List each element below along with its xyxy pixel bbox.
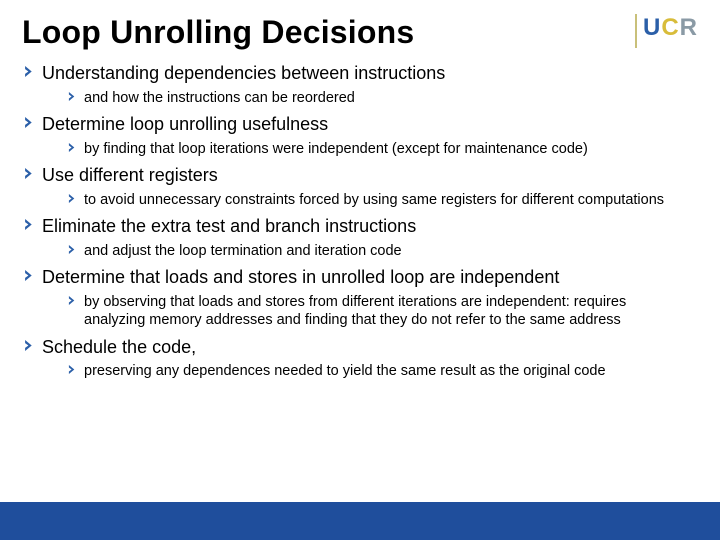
list-item: Determine loop unrolling usefulness (24, 113, 696, 136)
list-item-text: Understanding dependencies between instr… (42, 62, 445, 85)
list-item-text: Determine that loads and stores in unrol… (42, 266, 559, 289)
list-item-text: Schedule the code, (42, 336, 196, 359)
chevron-icon (24, 168, 42, 179)
chevron-icon (24, 66, 42, 77)
list-item-text: Use different registers (42, 164, 218, 187)
list-item: Use different registers (24, 164, 696, 187)
logo-bar (635, 14, 637, 48)
list-subitem-text: preserving any dependences needed to yie… (84, 362, 612, 381)
chevron-icon (24, 340, 42, 351)
list-item: Determine that loads and stores in unrol… (24, 266, 696, 289)
chevron-icon (68, 143, 84, 152)
chevron-icon (68, 245, 84, 254)
chevron-icon (24, 219, 42, 230)
list-subitem: and how the instructions can be reordere… (68, 89, 696, 108)
list-subitem: to avoid unnecessary constraints forced … (68, 191, 696, 210)
list-subitem-text: and adjust the loop termination and iter… (84, 242, 408, 261)
list-item: Schedule the code, (24, 336, 696, 359)
logo-letter-c: C (661, 14, 679, 41)
list-item-text: Eliminate the extra test and branch inst… (42, 215, 416, 238)
chevron-icon (68, 365, 84, 374)
chevron-icon (68, 296, 84, 305)
chevron-icon (68, 194, 84, 203)
header: Loop Unrolling Decisions UCR (22, 14, 698, 51)
list-subitem: and adjust the loop termination and iter… (68, 242, 696, 261)
chevron-icon (24, 117, 42, 128)
logo-text: UCR (643, 14, 698, 42)
list-item-text: Determine loop unrolling usefulness (42, 113, 328, 136)
ucr-logo: UCR (635, 14, 698, 48)
list-subitem-text: and how the instructions can be reordere… (84, 89, 361, 108)
slide: Loop Unrolling Decisions UCR Understandi… (0, 0, 720, 540)
logo-letter-u: U (643, 14, 661, 41)
list-item: Eliminate the extra test and branch inst… (24, 215, 696, 238)
footer-bar (0, 502, 720, 540)
content-list: Understanding dependencies between instr… (24, 62, 696, 383)
chevron-icon (68, 92, 84, 101)
list-subitem: preserving any dependences needed to yie… (68, 362, 696, 381)
logo-letter-r: R (680, 14, 698, 41)
chevron-icon (24, 270, 42, 281)
list-subitem-text: by finding that loop iterations were ind… (84, 140, 594, 159)
list-subitem-text: by observing that loads and stores from … (84, 293, 696, 330)
list-subitem: by observing that loads and stores from … (68, 293, 696, 330)
list-subitem: by finding that loop iterations were ind… (68, 140, 696, 159)
list-subitem-text: to avoid unnecessary constraints forced … (84, 191, 670, 210)
page-title: Loop Unrolling Decisions (22, 14, 414, 51)
list-item: Understanding dependencies between instr… (24, 62, 696, 85)
